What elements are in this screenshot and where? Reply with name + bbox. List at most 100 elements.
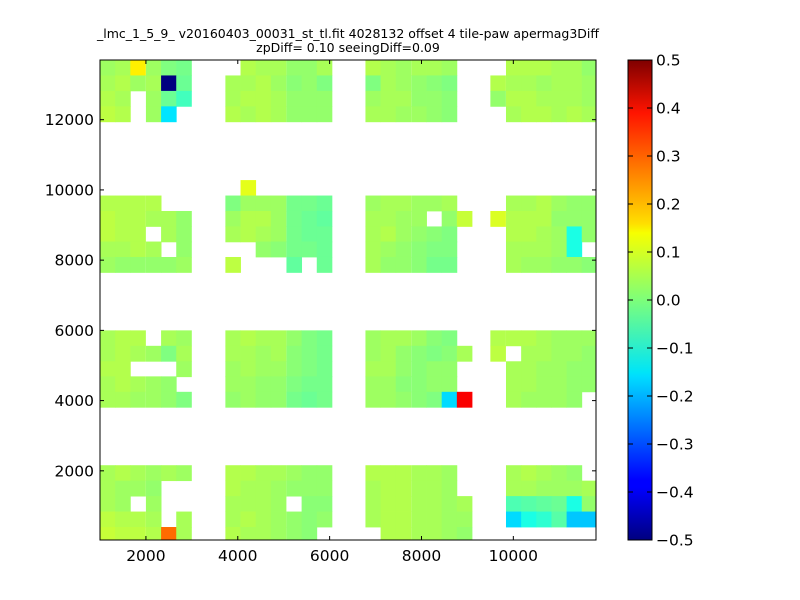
heatmap-cell	[426, 241, 443, 258]
heatmap-cell	[255, 511, 272, 528]
heatmap-cell	[286, 226, 303, 243]
heatmap-cell	[380, 90, 397, 107]
heatmap-cell	[441, 345, 458, 362]
heatmap-cell	[115, 391, 131, 408]
heatmap-cell	[115, 90, 131, 107]
heatmap-cell	[551, 465, 568, 482]
heatmap-cell	[536, 465, 552, 482]
heatmap-cell	[365, 465, 382, 482]
heatmap-cell	[536, 90, 552, 107]
heatmap-cell	[411, 226, 427, 243]
heatmap-cell	[426, 330, 443, 347]
heatmap-cell	[115, 465, 131, 482]
heatmap-cell	[286, 195, 303, 212]
heatmap-cell	[115, 195, 131, 212]
heatmap-cell	[426, 75, 443, 92]
heatmap-cell	[365, 60, 382, 76]
heatmap-cell	[100, 256, 116, 273]
heatmap-cell	[301, 106, 318, 123]
heatmap-cell	[441, 391, 458, 408]
heatmap-cell	[426, 511, 443, 528]
heatmap-cell	[240, 361, 257, 378]
heatmap-cell	[225, 256, 241, 273]
heatmap-cell	[566, 226, 583, 243]
heatmap-cell	[255, 496, 272, 512]
heatmap-cell	[130, 376, 146, 393]
heatmap-cell	[521, 256, 537, 273]
heatmap-cell	[255, 465, 272, 482]
heatmap-cell	[225, 480, 241, 497]
heatmap-cell	[286, 60, 303, 76]
heatmap-cell	[365, 330, 382, 347]
heatmap-cell	[426, 60, 443, 76]
heatmap-cell	[441, 90, 458, 107]
heatmap-cell	[551, 361, 568, 378]
heatmap-cell	[255, 75, 272, 92]
heatmap-cell	[365, 106, 382, 123]
heatmap-cell	[145, 345, 162, 362]
heatmap-cell	[411, 391, 427, 408]
heatmap-cell	[505, 90, 522, 107]
heatmap-cell	[365, 241, 382, 258]
colorbar-tick-label: −0.2	[656, 388, 694, 406]
heatmap-cell	[365, 226, 382, 243]
heatmap-cell	[255, 361, 272, 378]
heatmap-cell	[301, 345, 318, 362]
heatmap-cell	[270, 496, 287, 512]
heatmap-cell	[176, 226, 192, 243]
heatmap-cell	[426, 376, 443, 393]
heatmap-cell	[411, 480, 427, 497]
heatmap-cell	[240, 210, 257, 227]
heatmap-cell	[100, 480, 116, 497]
heatmap-cell	[395, 241, 412, 258]
heatmap-cell	[490, 345, 506, 362]
heatmap-cell	[521, 195, 537, 212]
heatmap-cell	[161, 330, 177, 347]
heatmap-cell	[365, 256, 382, 273]
heatmap-cell	[100, 511, 116, 528]
heatmap-cell	[286, 75, 303, 92]
heatmap-cell	[100, 106, 116, 123]
heatmap-cell	[456, 527, 473, 540]
heatmap-cell	[395, 496, 412, 512]
heatmap-cell	[505, 210, 522, 227]
heatmap-cell	[316, 60, 333, 76]
heatmap-cell	[411, 361, 427, 378]
y-tick-label: 4000	[55, 392, 94, 410]
heatmap-cell	[301, 480, 318, 497]
heatmap-cell	[551, 195, 568, 212]
colorbar-tick-label: 0.5	[656, 52, 681, 70]
heatmap-cell	[316, 391, 333, 408]
heatmap-cell	[225, 75, 241, 92]
heatmap-cell	[521, 480, 537, 497]
heatmap-cell	[240, 496, 257, 512]
heatmap-cell	[161, 90, 177, 107]
heatmap-cell	[441, 195, 458, 212]
heatmap-cell	[301, 330, 318, 347]
colorbar-axis: 0.5 0.4 0.3 0.2 0.1 0.0 −0.1 −0.2 −0.3 −0.4 −0.5	[628, 52, 694, 550]
heatmap-cell	[505, 480, 522, 497]
heatmap-cell	[395, 511, 412, 528]
heatmap-cell	[130, 465, 146, 482]
heatmap-cell	[100, 391, 116, 408]
heatmap-cell	[566, 391, 583, 408]
heatmap-cell	[365, 391, 382, 408]
heatmap-cell	[145, 465, 162, 482]
heatmap-cell	[316, 480, 333, 497]
heatmap-cell	[426, 195, 443, 212]
heatmap-cell	[441, 511, 458, 528]
heatmap-cell	[521, 241, 537, 258]
heatmap-cell	[380, 391, 397, 408]
heatmap-cell	[255, 391, 272, 408]
heatmap-cell	[301, 241, 318, 258]
heatmap-cell	[270, 106, 287, 123]
heatmap-cell	[395, 60, 412, 76]
heatmap-cell	[581, 345, 596, 362]
heatmap-cell	[441, 210, 458, 227]
heatmap-cell	[380, 376, 397, 393]
heatmap-cell	[176, 527, 192, 540]
heatmap-cell	[581, 195, 596, 212]
heatmap-cell	[316, 75, 333, 92]
heatmap-cell	[240, 465, 257, 482]
heatmap-cell	[551, 90, 568, 107]
